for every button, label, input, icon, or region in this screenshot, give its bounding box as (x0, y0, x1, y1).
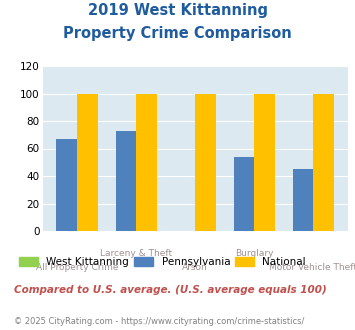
Text: Larceny & Theft: Larceny & Theft (100, 249, 172, 258)
Text: Arson: Arson (182, 263, 208, 272)
Bar (136, 93, 157, 231)
Bar (254, 93, 275, 231)
Text: Compared to U.S. average. (U.S. average equals 100): Compared to U.S. average. (U.S. average … (14, 285, 327, 295)
Text: All Property Crime: All Property Crime (36, 263, 119, 272)
Text: Property Crime Comparison: Property Crime Comparison (63, 26, 292, 41)
Bar (293, 169, 313, 231)
Text: Motor Vehicle Theft: Motor Vehicle Theft (269, 263, 355, 272)
Bar (115, 131, 136, 231)
Bar (195, 93, 216, 231)
Text: 2019 West Kittanning: 2019 West Kittanning (87, 3, 268, 18)
Legend: West Kittanning, Pennsylvania, National: West Kittanning, Pennsylvania, National (20, 257, 306, 267)
Bar (313, 93, 334, 231)
Text: © 2025 CityRating.com - https://www.cityrating.com/crime-statistics/: © 2025 CityRating.com - https://www.city… (14, 317, 305, 326)
Text: Burglary: Burglary (235, 249, 274, 258)
Bar (56, 139, 77, 231)
Bar (234, 157, 254, 231)
Bar (77, 93, 98, 231)
